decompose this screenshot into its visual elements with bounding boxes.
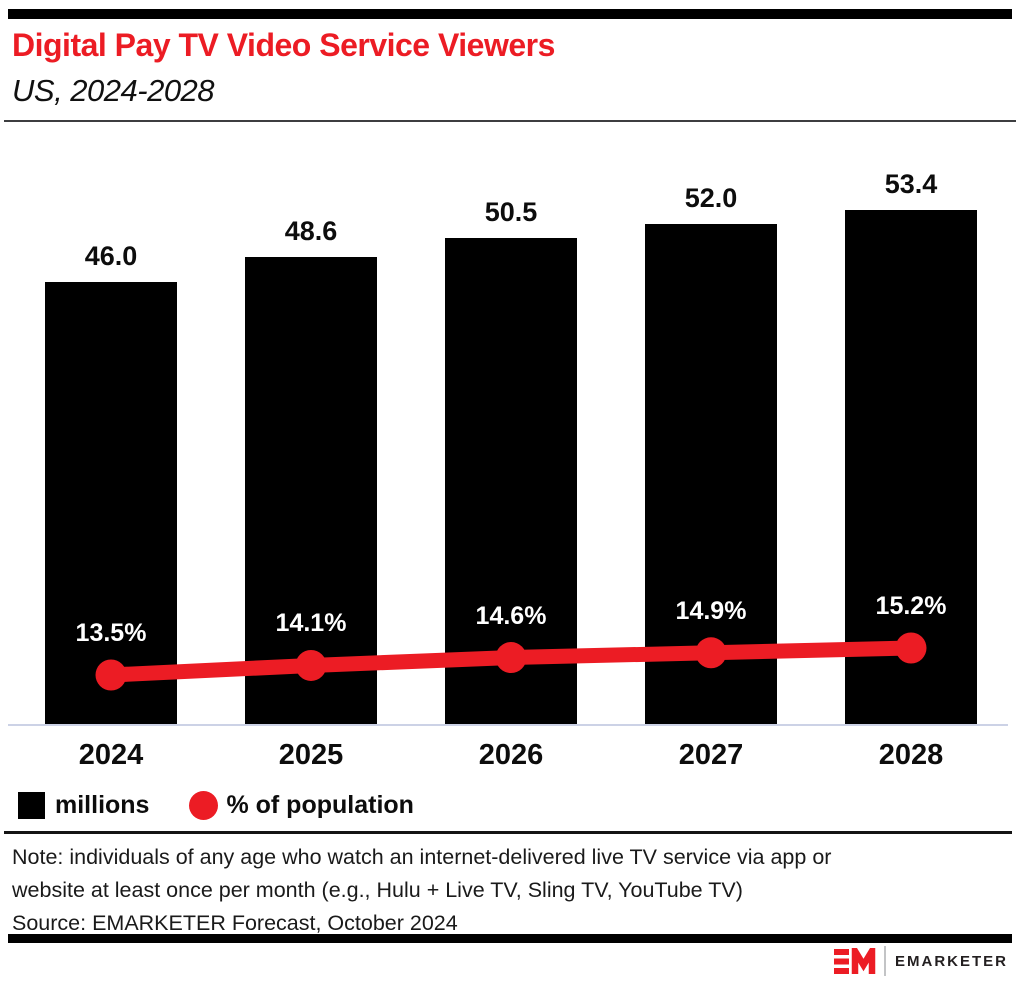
x-axis-label-2024: 2024 xyxy=(78,739,144,771)
bar-value-label: 50.5 xyxy=(484,197,538,228)
brand-name: EMARKETER xyxy=(894,952,1008,970)
bar-2028 xyxy=(845,210,977,725)
legend-swatch-percent xyxy=(189,791,219,820)
line-value-label: 15.2% xyxy=(875,592,947,620)
bar-value-label: 52.0 xyxy=(684,182,738,213)
note-line-1: Note: individuals of any age who watch a… xyxy=(12,845,832,869)
x-axis-label-2027: 2027 xyxy=(678,739,744,771)
bar-2026 xyxy=(445,238,577,725)
legend: millions % of population xyxy=(18,791,414,820)
line-value-label: 14.6% xyxy=(475,601,547,630)
legend-swatch-millions xyxy=(18,792,45,819)
footer-accent-bar xyxy=(8,934,1012,943)
line-value-label: 14.9% xyxy=(675,596,747,625)
chart-subtitle: US, 2024-2028 xyxy=(12,73,215,108)
trend-point-2026 xyxy=(495,642,527,674)
bar-2024 xyxy=(45,281,177,725)
trend-point-2027 xyxy=(695,637,727,669)
legend-label-percent: % of population xyxy=(226,791,414,819)
trend-point-2024 xyxy=(95,659,127,691)
bar-value-label: 46.0 xyxy=(84,240,138,271)
trend-point-2025 xyxy=(295,649,327,681)
note-line-2: website at least once per month (e.g., H… xyxy=(12,878,743,902)
bar-2025 xyxy=(245,256,377,725)
source-text: Source: EMARKETER Forecast, October 2024 xyxy=(12,911,458,935)
top-accent-bar xyxy=(8,9,1012,19)
line-value-label: 14.1% xyxy=(275,609,347,638)
legend-label-millions: millions xyxy=(55,791,150,819)
bar-2027 xyxy=(645,223,777,725)
brand-logo: EMARKETER xyxy=(834,946,1008,976)
bar-value-label: 48.6 xyxy=(284,215,338,246)
x-axis-label-2028: 2028 xyxy=(878,739,944,771)
x-axis-label-2025: 2025 xyxy=(278,739,344,771)
line-value-label: 13.5% xyxy=(75,619,147,647)
header-divider xyxy=(4,120,1016,122)
trend-point-2028 xyxy=(895,632,927,664)
x-axis-label-2026: 2026 xyxy=(478,739,544,771)
logo-divider xyxy=(884,946,886,976)
trend-line xyxy=(110,640,912,683)
legend-divider xyxy=(4,831,1012,834)
chart-title: Digital Pay TV Video Service Viewers xyxy=(12,27,555,63)
footnote-block: Note: individuals of any age who watch a… xyxy=(12,841,992,940)
bar-value-label: 53.4 xyxy=(884,169,938,200)
x-axis-line xyxy=(8,724,1008,726)
emarketer-mark-icon xyxy=(834,947,876,974)
